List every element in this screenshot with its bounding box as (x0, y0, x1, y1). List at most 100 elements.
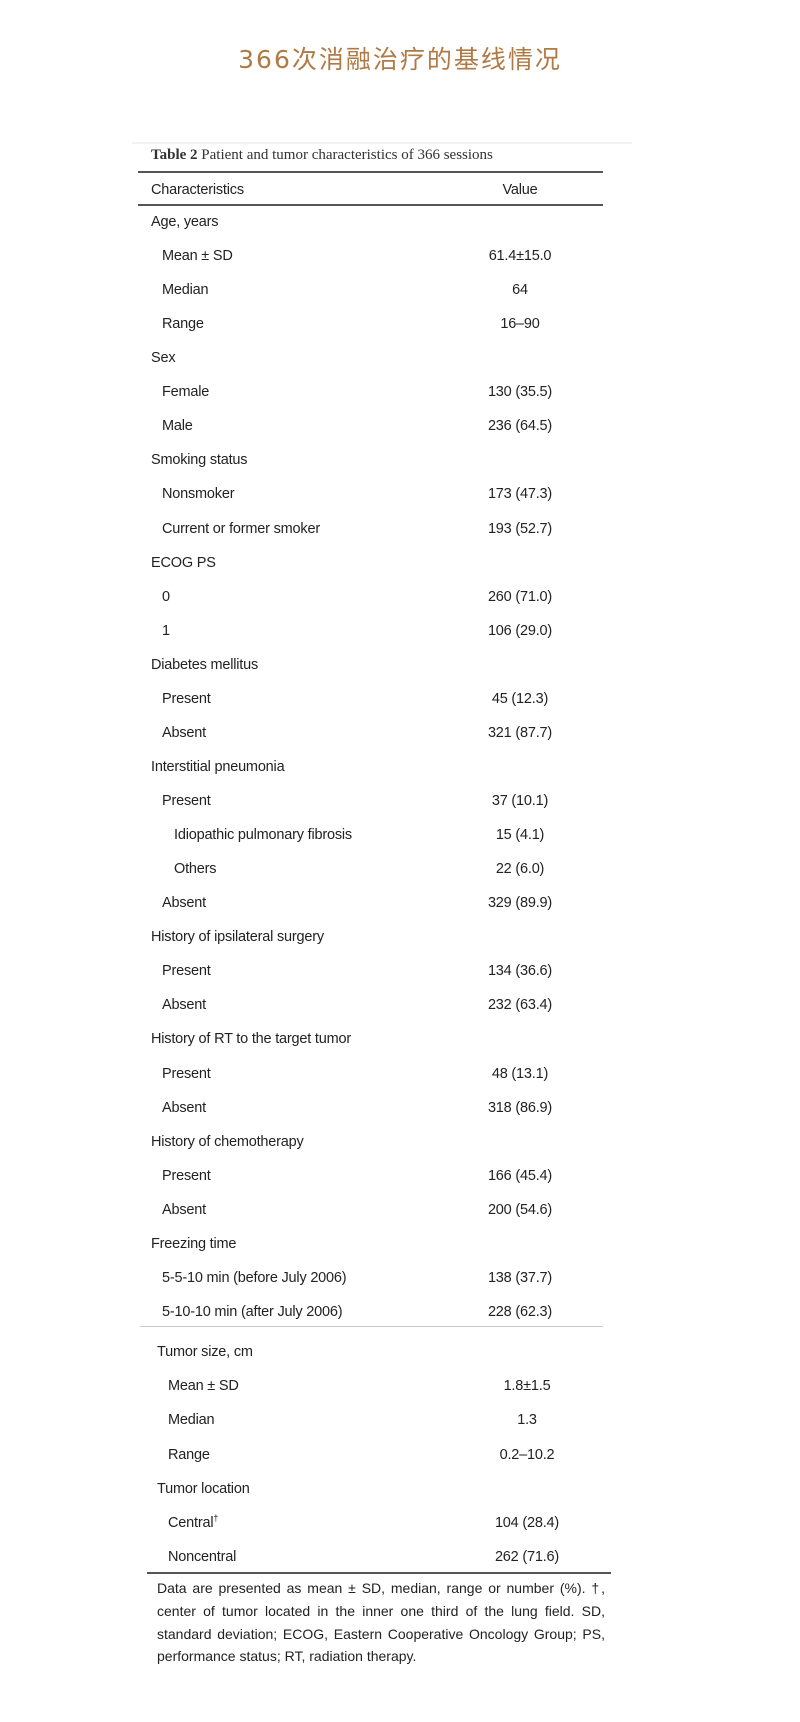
row-value: 236 (64.5) (487, 418, 553, 435)
table-row: Median 1.3 (0, 1410, 800, 1430)
row-label: Median (168, 1412, 215, 1429)
row-label: Nonsmoker (162, 486, 235, 503)
table-caption: Table 2 Patient and tumor characteristic… (151, 147, 493, 164)
row-label: 5-5-10 min (before July 2006) (162, 1269, 347, 1286)
table-row: Median 64 (0, 280, 800, 300)
table-row: Mean ± SD 61.4±15.0 (0, 246, 800, 266)
row-value: 45 (12.3) (491, 690, 549, 707)
row-value: 329 (89.9) (487, 895, 553, 912)
row-label: Absent (162, 724, 206, 741)
row-label: History of chemotherapy (151, 1133, 304, 1150)
table-row: 5-5-10 min (before July 2006) 138 (37.7) (0, 1268, 800, 1288)
table-row: Male 236 (64.5) (0, 416, 800, 436)
row-value: 61.4±15.0 (488, 248, 552, 265)
table-section-row: Sex (0, 348, 800, 368)
row-value: 64 (512, 282, 528, 299)
table-section-row: Smoking status (0, 450, 800, 470)
row-label: Age, years (151, 214, 219, 230)
row-label: Absent (162, 997, 206, 1014)
table-row: Absent 318 (86.9) (0, 1098, 800, 1118)
row-value: 15 (4.1) (495, 827, 545, 844)
row-value: 138 (37.7) (487, 1269, 553, 1286)
row-value: 16–90 (500, 316, 540, 333)
table-top-rule (138, 171, 603, 173)
table-row: 1 106 (29.0) (0, 621, 800, 641)
row-label: Interstitial pneumonia (151, 758, 285, 775)
table-section-row: Interstitial pneumonia (0, 757, 800, 777)
table-row: 0 260 (71.0) (0, 587, 800, 607)
row-value: 130 (35.5) (487, 384, 553, 401)
table-section-row: Tumor size, cm (0, 1342, 800, 1362)
row-value: 1.3 (517, 1412, 537, 1429)
header-value: Value (502, 182, 538, 198)
table-row: Present 37 (10.1) (0, 791, 800, 811)
row-value: 232 (63.4) (487, 997, 553, 1014)
row-label: History of RT to the target tumor (151, 1031, 351, 1048)
row-label: Tumor location (157, 1480, 250, 1497)
table-footnote: Data are presented as mean ± SD, median,… (157, 1580, 605, 1665)
row-value: 318 (86.9) (487, 1099, 553, 1116)
table-caption-text: Patient and tumor characteristics of 366… (201, 147, 493, 163)
row-value: 228 (62.3) (487, 1303, 553, 1320)
row-label: Smoking status (151, 452, 248, 469)
table-section-row: Age, years (0, 212, 800, 232)
row-label: 1 (162, 622, 170, 639)
row-label: Absent (162, 1099, 206, 1116)
row-value: 134 (36.6) (487, 963, 553, 980)
table-caption-label: Table 2 (151, 147, 198, 163)
row-label: Range (162, 316, 204, 333)
table-section-row: Diabetes mellitus (0, 655, 800, 675)
table-row: Idiopathic pulmonary fibrosis 15 (4.1) (0, 825, 800, 845)
table-row: Range 16–90 (0, 314, 800, 334)
row-value: 321 (87.7) (487, 724, 553, 741)
table-row: Present 134 (36.6) (0, 961, 800, 981)
table-section-row: History of ipsilateral surgery (0, 927, 800, 947)
row-label: ECOG PS (151, 554, 216, 571)
table-row: 5-10-10 min (after July 2006) 228 (62.3) (0, 1302, 800, 1322)
row-label: History of ipsilateral surgery (151, 929, 324, 946)
page-title: 366次消融治疗的基线情况 (238, 45, 562, 74)
table-row: Range 0.2–10.2 (0, 1445, 800, 1465)
table-section-row: ECOG PS (0, 553, 800, 573)
row-label: Diabetes mellitus (151, 656, 259, 673)
row-value: 1.8±1.5 (503, 1378, 551, 1395)
row-value: 37 (10.1) (491, 793, 549, 810)
table-row: Present 166 (45.4) (0, 1166, 800, 1186)
table-section-row: History of chemotherapy (0, 1132, 800, 1152)
row-value: 200 (54.6) (487, 1201, 553, 1218)
row-label: 5-10-10 min (after July 2006) (162, 1303, 343, 1320)
row-label: Female (162, 384, 210, 401)
row-label: Noncentral (168, 1549, 237, 1566)
row-label: Sex (151, 350, 176, 367)
row-label: 0 (162, 588, 170, 605)
row-label: Idiopathic pulmonary fibrosis (174, 827, 352, 844)
section-separator (140, 1326, 603, 1327)
row-label: Current or former smoker (162, 520, 320, 537)
row-value: 262 (71.6) (494, 1549, 560, 1566)
table-row: Female 130 (35.5) (0, 382, 800, 402)
row-value: 48 (13.1) (491, 1065, 549, 1082)
image-top-edge (132, 142, 632, 144)
row-label: Absent (162, 1201, 206, 1218)
row-label: Present (162, 963, 211, 980)
row-label: Others (174, 861, 217, 878)
table-row: Nonsmoker 173 (47.3) (0, 484, 800, 504)
table-row: Absent 329 (89.9) (0, 893, 800, 913)
table-header-rule (138, 204, 603, 206)
table-row: Central† 104 (28.4) (0, 1513, 800, 1533)
header-characteristics: Characteristics (151, 182, 244, 198)
row-label: Central† (168, 1513, 219, 1531)
row-value: 0.2–10.2 (499, 1446, 555, 1463)
row-value: 106 (29.0) (487, 622, 553, 639)
row-value: 193 (52.7) (487, 520, 553, 537)
table-row: Absent 200 (54.6) (0, 1200, 800, 1220)
table-bottom-rule (147, 1572, 611, 1574)
row-label: Mean ± SD (168, 1378, 239, 1395)
row-value: 166 (45.4) (487, 1167, 553, 1184)
row-label: Present (162, 690, 211, 707)
table-section-row: Tumor location (0, 1479, 800, 1499)
table-row: Absent 232 (63.4) (0, 995, 800, 1015)
table-row: Mean ± SD 1.8±1.5 (0, 1376, 800, 1396)
row-label: Tumor size, cm (157, 1344, 253, 1360)
row-value: 173 (47.3) (487, 486, 553, 503)
